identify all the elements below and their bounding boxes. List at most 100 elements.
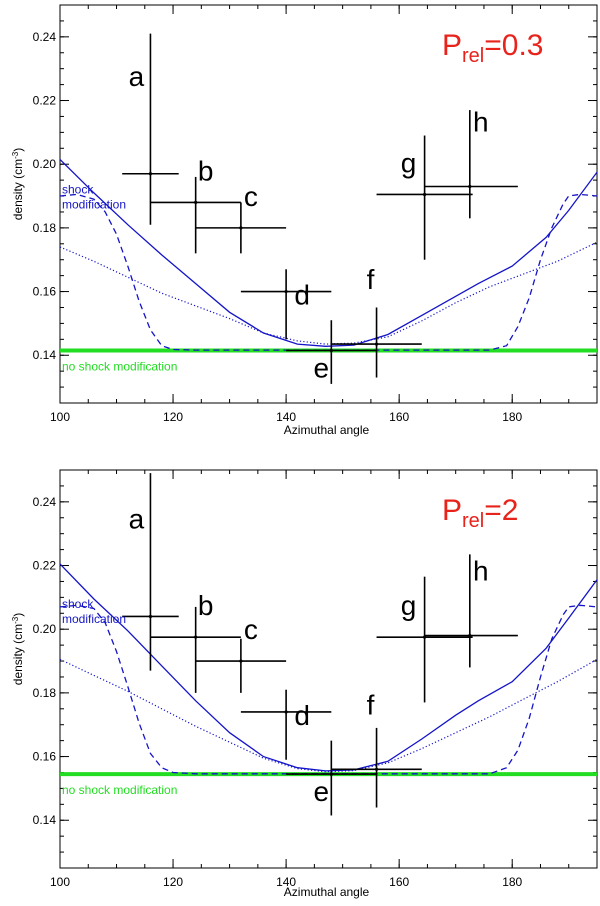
y-tick-label: 0.24: [33, 495, 57, 509]
model-curve-dashed: [60, 604, 597, 775]
model-curve-solid: [60, 158, 597, 347]
data-point-g: g: [376, 576, 473, 703]
point-label: c: [244, 181, 258, 212]
x-tick-label: 100: [50, 875, 70, 889]
y-axis-label-sup: -3: [11, 616, 20, 624]
y-tick-label: 0.14: [33, 348, 57, 362]
prel-title-value: =0.3: [484, 29, 543, 62]
shock-label-line2: modification: [62, 612, 126, 626]
shock-label-line1: shock: [62, 182, 94, 196]
data-marker: [329, 772, 333, 776]
point-label: h: [473, 556, 489, 587]
data-point-e: e: [286, 320, 377, 384]
y-tick-label: 0.16: [33, 285, 57, 299]
prel-title-sub: rel: [462, 510, 484, 532]
prel-title: Prel=2: [442, 494, 518, 532]
y-axis-label-base: density (cm: [11, 159, 25, 220]
y-tick-label: 0.24: [33, 30, 57, 44]
data-point-a: a: [122, 33, 179, 225]
data-point-f: f: [331, 264, 422, 378]
data-point-h: h: [424, 554, 518, 668]
shock-label-line1: shock: [62, 597, 94, 611]
y-tick-label: 0.22: [33, 94, 57, 108]
point-label: g: [401, 147, 417, 178]
y-tick-label: 0.18: [33, 686, 57, 700]
data-marker: [239, 226, 243, 230]
y-axis-label-end: ): [11, 613, 25, 617]
model-curve-dotted: [60, 241, 597, 345]
y-tick-label: 0.20: [33, 157, 57, 171]
data-marker: [422, 192, 427, 197]
y-tick-label: 0.22: [33, 559, 57, 573]
point-label: b: [198, 155, 214, 186]
model-curve-dotted: [60, 658, 597, 773]
x-axis-label: Azimuthal angle: [284, 885, 370, 899]
point-label: c: [244, 614, 258, 645]
data-marker: [468, 184, 472, 189]
point-label: h: [473, 106, 489, 137]
x-tick-label: 160: [389, 410, 409, 424]
data-point-c: c: [195, 181, 287, 254]
data-marker: [374, 767, 379, 771]
y-axis-label-sup: -3: [11, 151, 20, 159]
chart-panel-2: 0.14 0.16 0.18 0.20 0.22 0.24 100 120 140 160 180 A…: [11, 469, 598, 899]
no-shock-label: no shock modification: [62, 359, 177, 373]
point-label: d: [294, 700, 310, 731]
y-tick-label: 0.16: [33, 750, 57, 764]
point-label: d: [294, 280, 310, 311]
shock-label-line2: modification: [62, 197, 126, 211]
data-point-a: a: [122, 473, 179, 671]
y-tick-label: 0.14: [33, 813, 57, 827]
data-marker: [148, 614, 153, 619]
point-label: e: [314, 352, 330, 383]
prel-title-main: P: [442, 29, 462, 62]
data-marker: [374, 342, 379, 346]
model-curve-dashed: [60, 193, 597, 351]
data-point-g: g: [376, 135, 473, 260]
data-point-b: b: [150, 590, 241, 693]
prel-title-main: P: [442, 494, 462, 527]
data-marker: [194, 200, 198, 205]
y-tick-label: 0.20: [33, 622, 57, 636]
x-tick-label: 180: [502, 410, 522, 424]
data-point-e: e: [286, 740, 377, 816]
data-point-b: b: [150, 155, 241, 254]
point-label: a: [129, 503, 145, 534]
plot-area: [60, 158, 597, 353]
chart-panel-1: 0.14 0.16 0.18 0.20 0.22 0.24 100 120 140 160 180 A…: [11, 4, 598, 437]
point-label: e: [314, 776, 330, 807]
x-tick-label: 140: [276, 875, 296, 889]
no-shock-label: no shock modification: [62, 783, 177, 797]
x-tick-label: 120: [163, 875, 183, 889]
data-marker: [284, 710, 288, 714]
x-tick-label: 100: [50, 410, 70, 424]
point-label: b: [198, 590, 214, 621]
data-marker: [239, 659, 243, 663]
point-label: f: [367, 264, 375, 295]
plot-frame: [59, 4, 598, 404]
data-marker: [329, 348, 333, 353]
y-axis-label-end: ): [11, 148, 25, 152]
prel-title: Prel=0.3: [442, 29, 543, 67]
y-axis-label-base: density (cm: [11, 624, 25, 685]
plot-area: [60, 563, 597, 777]
y-axis-label: density (cm-3): [11, 148, 25, 220]
x-tick-label: 160: [389, 875, 409, 889]
point-label: f: [367, 689, 375, 720]
plot-frame: [59, 469, 598, 869]
data-point-f: f: [331, 689, 422, 808]
data-marker: [194, 635, 198, 639]
prel-title-sub: rel: [462, 45, 484, 67]
data-point-h: h: [424, 106, 518, 219]
point-label: a: [129, 61, 145, 92]
prel-title-value: =2: [484, 494, 518, 527]
data-point-d: d: [240, 269, 332, 340]
model-curve-solid: [60, 563, 597, 772]
x-tick-label: 180: [502, 875, 522, 889]
data-marker: [284, 289, 288, 294]
y-tick-label: 0.18: [33, 221, 57, 235]
data-marker: [148, 172, 153, 176]
data-point-d: d: [240, 689, 332, 760]
x-axis-label: Azimuthal angle: [284, 423, 370, 437]
